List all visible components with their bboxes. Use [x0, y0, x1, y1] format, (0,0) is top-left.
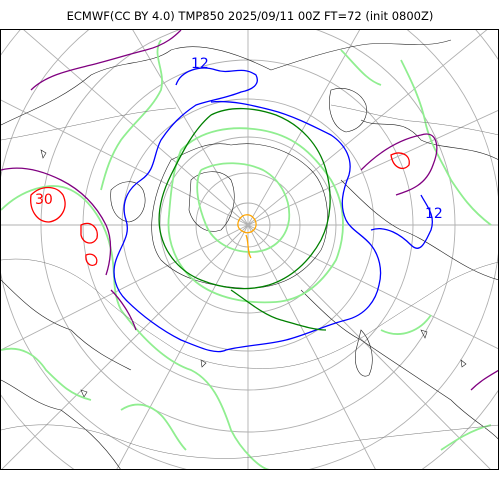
meridians — [1, 30, 498, 469]
isotherm-minor — [1, 258, 498, 369]
isotherm-light-green — [167, 127, 344, 304]
coastline-greenland — [188, 171, 235, 232]
contour-label-30: 30 — [35, 192, 53, 208]
isotherm-minor — [1, 424, 498, 459]
coastline-west — [1, 279, 132, 469]
isotherm-purple — [1, 133, 438, 276]
isotherm-light-green — [1, 185, 271, 469]
latitude-circle — [1, 30, 498, 469]
isotherm-light-green — [340, 49, 492, 226]
coastline-arctic — [151, 143, 328, 289]
coastline-japan — [355, 329, 373, 377]
isotherm-warm — [80, 222, 98, 244]
map-panel[interactable]: 30 12 12 — [0, 29, 499, 470]
isotherm-warm — [85, 253, 98, 267]
isotherm-light-green — [100, 39, 163, 191]
contour-label-12-east: 12 — [425, 206, 443, 222]
isotherm-cold — [245, 234, 252, 259]
map-title: ECMWF(CC BY 4.0) TMP850 2025/09/11 00Z F… — [66, 9, 434, 23]
isotherm-purple — [30, 30, 182, 91]
isotherm-0 — [158, 107, 331, 290]
isotherm-minor — [1, 104, 498, 141]
isotherm-light-green — [1, 314, 432, 401]
coastline-europe — [340, 119, 498, 281]
isotherm-light-green — [120, 403, 492, 451]
coastline-islands — [40, 149, 467, 398]
isotherm-warm — [390, 152, 410, 169]
coastline-north-america — [1, 39, 452, 126]
coastlines — [1, 39, 498, 469]
contour-label-12-north: 12 — [191, 56, 209, 72]
isotherm-12 — [113, 67, 382, 353]
isotherm-cold — [237, 214, 257, 234]
coastline-hudson — [110, 181, 146, 223]
isotherm-light-green — [196, 162, 291, 253]
graticule — [1, 30, 498, 469]
latitude-circle — [1, 30, 498, 469]
isotherms — [1, 30, 498, 469]
isotherm-warm — [30, 186, 66, 223]
coastline-asia — [300, 289, 498, 440]
isotherm-0 — [230, 289, 327, 331]
contour-labels: 30 12 12 — [35, 56, 443, 222]
isotherm-purple — [110, 289, 498, 391]
coastline-scandinavia — [329, 88, 367, 133]
isotherm-12 — [370, 194, 433, 249]
